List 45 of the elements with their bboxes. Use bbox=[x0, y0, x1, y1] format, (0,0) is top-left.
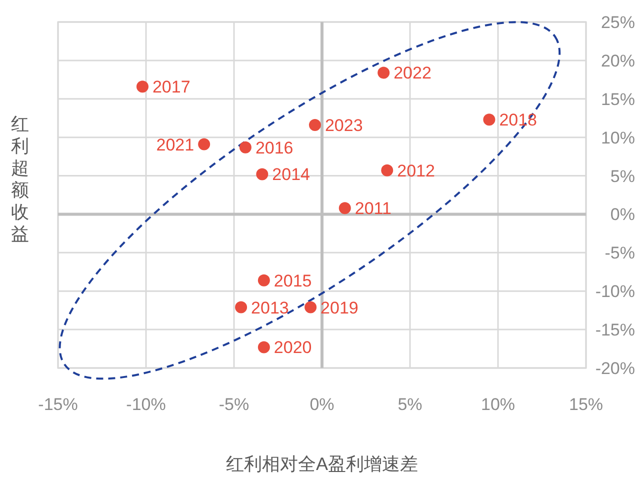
point bbox=[136, 80, 148, 93]
y-tick-label: -10% bbox=[595, 282, 635, 302]
y-tick-label: 15% bbox=[600, 90, 635, 109]
y-tick-label: -20% bbox=[595, 359, 635, 378]
x-tick-label: 10% bbox=[480, 395, 516, 414]
x-tick-label: 0% bbox=[310, 395, 334, 414]
y-tick-label: 25% bbox=[600, 13, 635, 32]
annotation: 2015 bbox=[274, 271, 312, 290]
x-tick-label: 5% bbox=[398, 395, 422, 414]
y-tick-label: -15% bbox=[595, 320, 635, 340]
point bbox=[198, 138, 210, 150]
y-tick-label: -5% bbox=[604, 244, 635, 263]
point bbox=[239, 141, 252, 154]
y-axis-title: 红利超额收益 bbox=[11, 114, 29, 244]
x-tick-label: -10% bbox=[126, 395, 166, 414]
annotation: 2012 bbox=[397, 161, 435, 180]
y-tick-label: 10% bbox=[600, 128, 635, 148]
point bbox=[378, 66, 390, 79]
x-axis-title: 红利相对全A盈利增速差 bbox=[226, 454, 418, 474]
annotation: 2019 bbox=[320, 298, 358, 318]
point bbox=[235, 301, 248, 314]
point bbox=[304, 301, 317, 314]
annotation: 2011 bbox=[354, 199, 392, 218]
point bbox=[381, 164, 394, 176]
annotation: 2018 bbox=[499, 110, 538, 130]
x-tick-label: 15% bbox=[568, 395, 604, 414]
y-tick-label: 0% bbox=[610, 205, 635, 224]
annotation: 2023 bbox=[324, 116, 363, 136]
point bbox=[258, 274, 270, 286]
x-tick-label: -5% bbox=[218, 395, 250, 414]
annotation: 2013 bbox=[251, 298, 289, 318]
point bbox=[256, 168, 268, 180]
point bbox=[338, 202, 351, 214]
annotation: 2016 bbox=[255, 138, 294, 158]
annotation: 2022 bbox=[394, 64, 432, 83]
y-tick-label: 20% bbox=[600, 51, 635, 70]
y-tick-label: 5% bbox=[610, 166, 635, 186]
x-tick-label: -15% bbox=[38, 395, 78, 414]
annotation: 2017 bbox=[152, 78, 190, 97]
point bbox=[483, 114, 496, 126]
annotation: 2020 bbox=[274, 338, 312, 358]
annotation: 2021 bbox=[156, 135, 194, 154]
annotation: 2014 bbox=[272, 165, 310, 184]
point bbox=[258, 341, 270, 354]
point bbox=[308, 119, 321, 132]
